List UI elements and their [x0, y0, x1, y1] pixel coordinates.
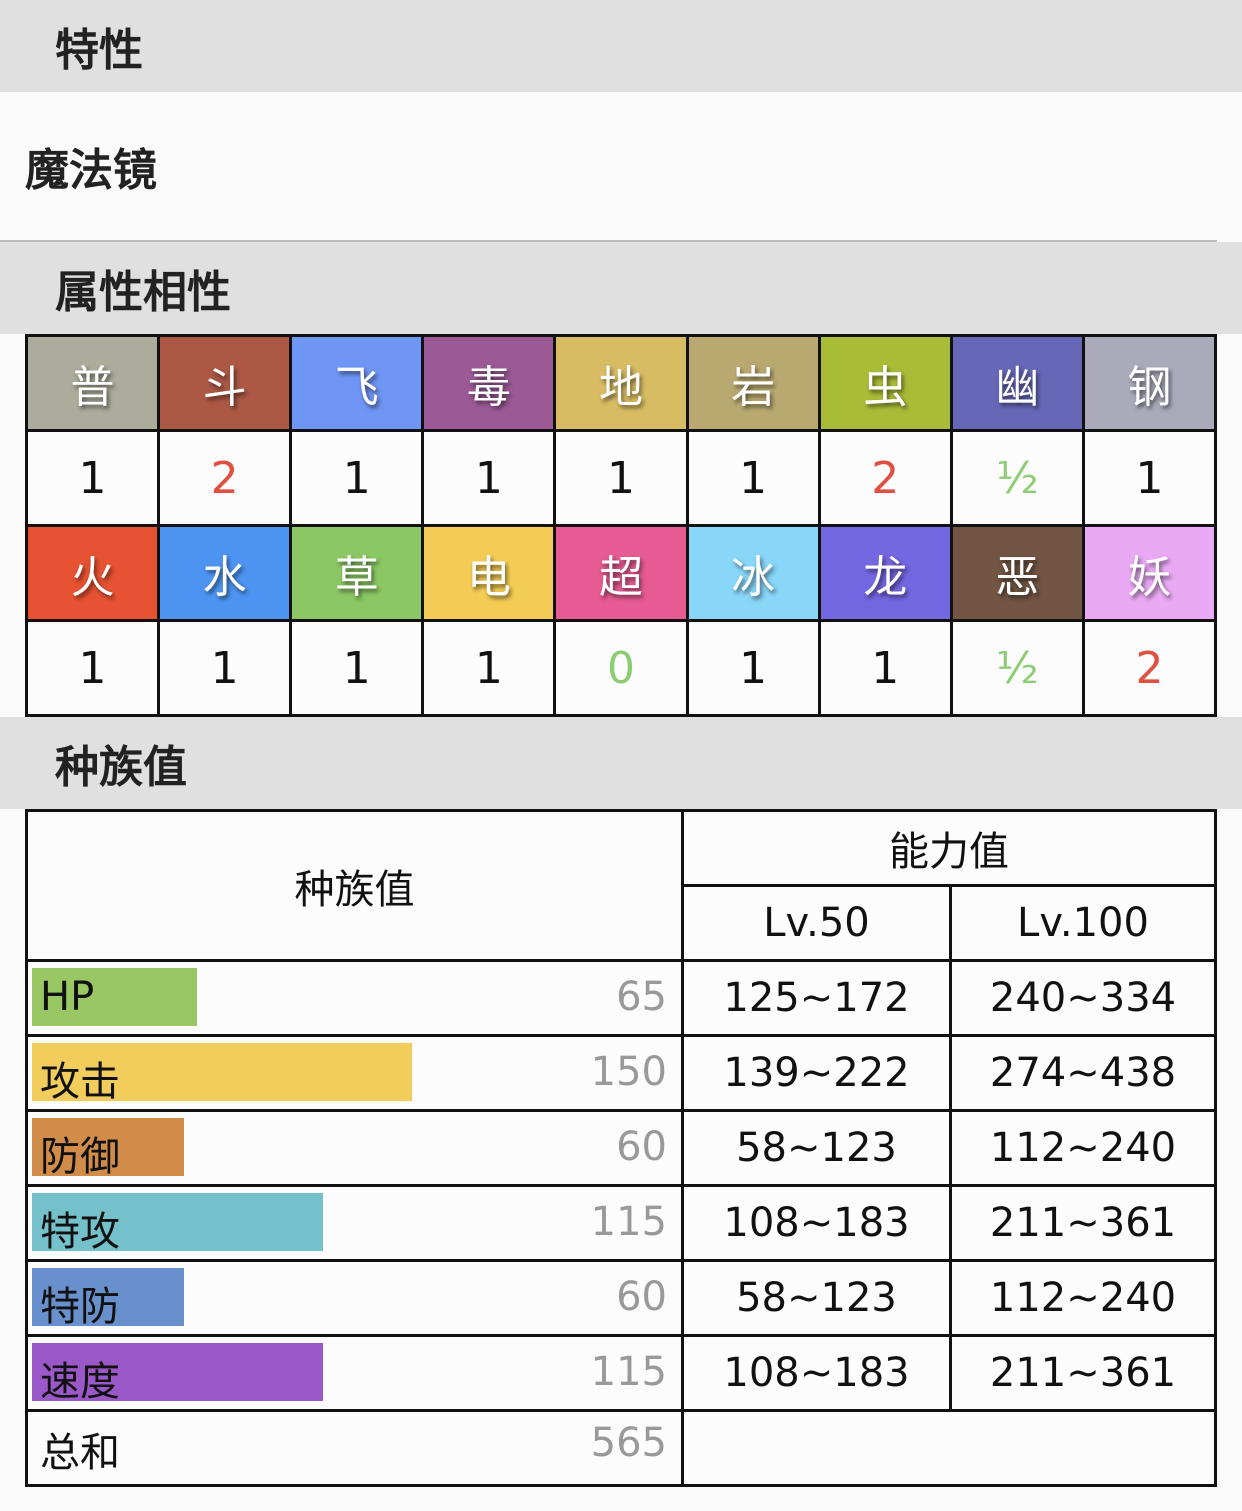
type-name-cell: 钢 [1084, 337, 1214, 429]
type-name-cell: 冰 [688, 527, 818, 619]
total-value: 565 [590, 1420, 667, 1466]
type-multiplier-cell: 1 [424, 622, 554, 714]
type-multiplier-cell: 1 [292, 622, 422, 714]
stat-lv100: 211~361 [949, 1184, 1217, 1262]
type-multiplier-cell: 1 [424, 432, 554, 524]
stat-label: 速度 [40, 1359, 120, 1405]
stat-lv50: 108~183 [681, 1184, 952, 1262]
type-multiplier-cell: ½ [952, 432, 1082, 524]
stat-lv50: 139~222 [681, 1034, 952, 1112]
stats-column-header: 能力值 [681, 809, 1217, 887]
stat-label: HP [40, 974, 95, 1020]
stat-lv50: 58~123 [681, 1109, 952, 1187]
type-name-cell: 草 [292, 527, 422, 619]
stat-bar [32, 1343, 324, 1401]
lv50-header: Lv.50 [681, 884, 952, 962]
type-name-cell: 地 [556, 337, 686, 429]
type-multiplier-cell: 1 [688, 622, 818, 714]
stat-base-cell: 特攻 115 [25, 1184, 684, 1262]
stat-value: 60 [616, 1274, 667, 1320]
type-multiplier-cell: 1 [820, 622, 950, 714]
type-name-cell: 飞 [292, 337, 422, 429]
stat-lv50: 108~183 [681, 1334, 952, 1412]
type-multiplier-cell: 2 [1084, 622, 1214, 714]
stat-row: 攻击 150 139~222 274~438 [25, 1034, 1217, 1112]
type-name-cell: 电 [424, 527, 554, 619]
type-multiplier-cell: 2 [160, 432, 290, 524]
type-name-cell: 毒 [424, 337, 554, 429]
total-label: 总和 [40, 1430, 120, 1476]
stat-label: 特防 [40, 1284, 120, 1330]
ability-name[interactable]: 魔法镜 [0, 92, 1217, 242]
stat-bar [32, 1193, 324, 1251]
type-name-cell: 普 [28, 337, 158, 429]
stat-value: 115 [590, 1349, 667, 1395]
type-name-cell: 火 [28, 527, 158, 619]
type-name-cell: 妖 [1084, 527, 1214, 619]
stat-bar [32, 1043, 412, 1101]
stat-lv100: 112~240 [949, 1109, 1217, 1187]
total-row: 总和 565 [25, 1409, 1217, 1487]
empty-cell [681, 1409, 1217, 1487]
type-multiplier-cell: 1 [556, 432, 686, 524]
type-multiplier-cell: 2 [820, 432, 950, 524]
stat-bar [32, 1118, 184, 1176]
stat-value: 65 [616, 974, 667, 1020]
ability-header: 特性 [0, 0, 1242, 92]
type-name-cell: 超 [556, 527, 686, 619]
type-name-cell: 水 [160, 527, 290, 619]
type-multiplier-cell: 1 [28, 622, 158, 714]
type-multiplier-cell: 1 [28, 432, 158, 524]
stat-lv100: 112~240 [949, 1259, 1217, 1337]
type-multiplier-cell: 1 [160, 622, 290, 714]
type-name-cell: 幽 [952, 337, 1082, 429]
type-name-cell: 恶 [952, 527, 1082, 619]
type-name-cell: 虫 [820, 337, 950, 429]
stat-base-cell: 速度 115 [25, 1334, 684, 1412]
type-header: 属性相性 [0, 242, 1242, 334]
stat-lv50: 58~123 [681, 1259, 952, 1337]
type-multiplier-cell: ½ [952, 622, 1082, 714]
stat-value: 60 [616, 1124, 667, 1170]
stat-value: 150 [590, 1049, 667, 1095]
total-cell: 总和 565 [25, 1409, 684, 1487]
stats-header: 种族值 [0, 717, 1242, 809]
stat-base-cell: 防御 60 [25, 1109, 684, 1187]
stat-row: 特攻 115 108~183 211~361 [25, 1184, 1217, 1262]
type-multiplier-cell: 1 [688, 432, 818, 524]
type-name-cell: 龙 [820, 527, 950, 619]
stat-row: 特防 60 58~123 112~240 [25, 1259, 1217, 1337]
stat-base-cell: 攻击 150 [25, 1034, 684, 1112]
stat-row: HP 65 125~172 240~334 [25, 959, 1217, 1037]
stats-table: 种族值 能力值 Lv.50 Lv.100 HP 65 125~172 240~3… [25, 809, 1217, 1487]
type-name-cell: 岩 [688, 337, 818, 429]
stat-label: 特攻 [40, 1209, 120, 1255]
stat-base-cell: 特防 60 [25, 1259, 684, 1337]
stat-bar [32, 968, 197, 1026]
stat-row: 防御 60 58~123 112~240 [25, 1109, 1217, 1187]
stat-lv100: 240~334 [949, 959, 1217, 1037]
type-multiplier-cell: 1 [292, 432, 422, 524]
stat-bar [32, 1268, 184, 1326]
stat-label: 攻击 [40, 1059, 120, 1105]
stat-row: 速度 115 108~183 211~361 [25, 1334, 1217, 1412]
base-stats-column-header: 种族值 [25, 809, 684, 962]
type-multiplier-cell: 1 [1084, 432, 1214, 524]
stat-value: 115 [590, 1199, 667, 1245]
type-multiplier-cell: 0 [556, 622, 686, 714]
type-name-cell: 斗 [160, 337, 290, 429]
stat-base-cell: HP 65 [25, 959, 684, 1037]
stat-lv100: 211~361 [949, 1334, 1217, 1412]
stat-lv100: 274~438 [949, 1034, 1217, 1112]
stat-label: 防御 [40, 1134, 120, 1180]
lv100-header: Lv.100 [949, 884, 1217, 962]
stat-lv50: 125~172 [681, 959, 952, 1037]
